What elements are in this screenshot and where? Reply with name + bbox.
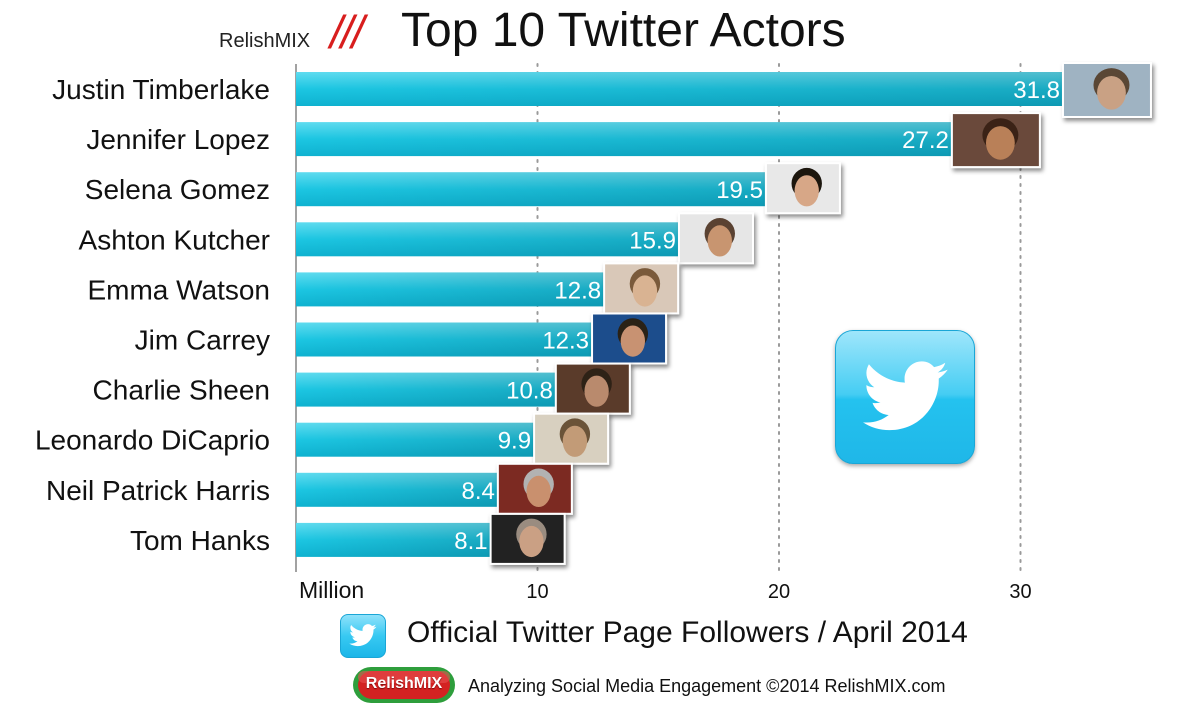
value-label: 19.5 (716, 177, 763, 204)
logo-text: RelishMIX (365, 675, 443, 692)
bars (296, 72, 1064, 557)
category-labels: Justin Timberlake Jennifer Lopez Selena Go… (35, 74, 270, 556)
brand-name: RelishMIX (219, 30, 311, 52)
chart-title: Top 10 Twitter Actors (401, 4, 846, 57)
category-label: Jim Carrey (135, 325, 270, 356)
value-label: 31.8 (1013, 77, 1060, 104)
value-label: 15.9 (629, 227, 676, 254)
x-tick-label: 20 (768, 581, 790, 603)
actor-thumbnail (496, 462, 573, 515)
category-label: Charlie Sheen (93, 375, 270, 406)
thumbnail-face (620, 325, 646, 357)
thumbnail-face (584, 375, 609, 407)
value-label: 10.8 (506, 378, 553, 405)
legend-text: Official Twitter Page Followers / April … (407, 616, 968, 649)
bar-shade (296, 222, 680, 257)
actor-thumbnail (1061, 62, 1152, 118)
category-label: Jennifer Lopez (86, 124, 270, 155)
value-label: 8.4 (461, 478, 494, 505)
footer-tagline: Analyzing Social Media Engagement ©2014 … (468, 676, 946, 696)
x-axis-title: Million (299, 577, 365, 603)
actor-thumbnail (554, 362, 631, 415)
actor-thumbnail (489, 512, 566, 565)
category-label: Neil Patrick Harris (46, 475, 270, 506)
bar-shade (296, 272, 606, 307)
thumbnail-face (1097, 76, 1126, 110)
thumbnail-face (519, 525, 544, 558)
actor-thumbnail (764, 162, 841, 215)
category-label: Emma Watson (87, 274, 270, 305)
actor-thumbnails (489, 62, 1152, 565)
category-label: Justin Timberlake (52, 74, 270, 105)
twitter-bird-icon (862, 361, 948, 431)
chart-header: RelishMIX /// Top 10 Twitter Actors (0, 0, 1185, 62)
footer: RelishMIX Analyzing Social Media Engagem… (0, 660, 1185, 710)
bar-shade (296, 422, 536, 457)
value-label: 8.1 (454, 528, 487, 555)
bar-shade (296, 72, 1064, 106)
category-label: Tom Hanks (130, 525, 270, 556)
x-tick-label: 30 (1009, 581, 1031, 603)
category-label: Selena Gomez (85, 174, 270, 205)
bar-shade (296, 122, 953, 157)
actor-thumbnail (591, 312, 668, 365)
thumbnail-face (707, 225, 732, 257)
category-label: Ashton Kutcher (79, 224, 270, 255)
actor-thumbnail (950, 112, 1041, 169)
title-slashes: /// (330, 6, 364, 58)
thumbnail-face (794, 175, 819, 207)
twitter-bird-icon (349, 624, 377, 647)
thumbnail-face (526, 475, 551, 507)
value-label: 9.9 (498, 428, 531, 455)
actor-thumbnail (677, 212, 754, 265)
bar-shade (296, 472, 499, 507)
value-label: 12.8 (554, 277, 601, 304)
actor-thumbnail (603, 262, 680, 315)
bar-shade (296, 322, 594, 357)
relishmix-logo: RelishMIX (352, 666, 456, 704)
thumbnail-face (985, 126, 1015, 160)
bar-shade (296, 372, 557, 407)
value-label: 27.2 (902, 127, 949, 154)
bar-shade (296, 172, 767, 207)
bar-shade (296, 522, 492, 557)
actor-thumbnail (533, 412, 610, 465)
relishmix-logo-shape (353, 667, 455, 703)
twitter-badge (835, 330, 975, 464)
legend-twitter-icon (340, 614, 386, 658)
value-labels: 31.8 27.2 19.5 15.9 12.8 12.3 10.8 9.98.4 8.1 (454, 77, 1060, 555)
x-tick-labels: 10 20 30 (526, 581, 1031, 603)
chart-legend: Official Twitter Page Followers / April … (0, 610, 1185, 660)
value-label: 12.3 (542, 328, 589, 355)
x-tick-label: 10 (526, 581, 548, 603)
thumbnail-face (562, 425, 588, 457)
category-label: Leonardo DiCaprio (35, 425, 270, 456)
thumbnail-face (632, 275, 658, 307)
